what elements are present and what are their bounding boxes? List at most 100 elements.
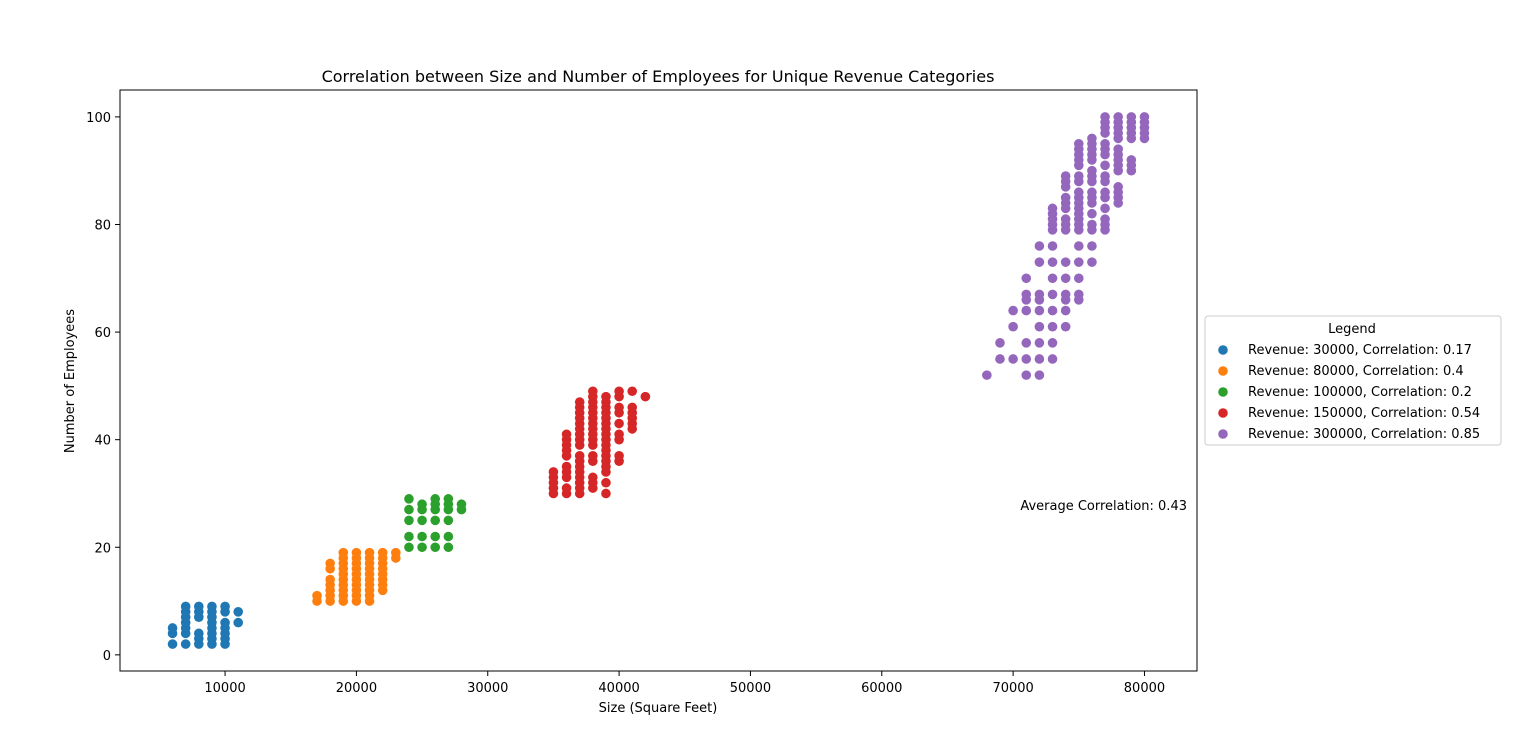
legend-marker: [1218, 429, 1228, 439]
scatter-point: [220, 601, 230, 612]
x-axis-label: Size (Square Feet): [599, 701, 718, 716]
scatter-point: [167, 639, 178, 649]
y-tick-label: 80: [94, 218, 111, 233]
x-axis-ticks: 10000 20000 30000 40000 50000 60000 70000 80000: [204, 671, 1165, 696]
scatter-point: [312, 590, 322, 601]
scatter-point: [194, 628, 204, 639]
scatter-point: [404, 531, 414, 542]
scatter-point: [588, 386, 598, 397]
scatter-point: [1073, 257, 1084, 267]
scatter-point: [1060, 257, 1071, 267]
scatter-point: [194, 601, 204, 612]
scatter-point: [995, 338, 1005, 348]
scatter-point: [325, 574, 335, 585]
scatter-point: [430, 542, 441, 553]
scatter-point: [1113, 144, 1123, 154]
scatter-point: [443, 542, 454, 553]
scatter-point: [417, 515, 427, 526]
scatter-point: [614, 402, 624, 413]
scatter-point: [404, 504, 414, 515]
scatter-point: [1060, 192, 1071, 203]
scatter-point: [1034, 321, 1045, 332]
scatter-point: [601, 477, 611, 488]
legend-entries: Revenue: 30000, Correlation: 0.17 Revenue…: [1218, 343, 1480, 442]
scatter-point: [1034, 241, 1045, 251]
legend-label: Revenue: 30000, Correlation: 0.17: [1248, 343, 1472, 358]
scatter-point: [640, 391, 651, 402]
x-tick-label: 60000: [861, 681, 902, 696]
scatter-point: [1021, 338, 1032, 348]
scatter-point: [627, 386, 638, 397]
scatter-point: [417, 542, 427, 553]
scatter-point: [351, 547, 362, 558]
scatter-point: [1087, 208, 1097, 219]
series-4-points: [548, 386, 651, 499]
scatter-point: [1047, 289, 1058, 300]
scatter-point: [404, 542, 414, 553]
scatter-point: [1034, 370, 1045, 380]
scatter-point: [1008, 354, 1018, 364]
scatter-point: [1047, 203, 1058, 214]
legend-entry: Revenue: 80000, Correlation: 0.4: [1218, 364, 1464, 379]
scatter-point: [1060, 321, 1071, 332]
scatter-point: [430, 515, 441, 526]
scatter-point: [1100, 171, 1110, 181]
scatter-point: [1047, 305, 1058, 316]
scatter-point: [1034, 289, 1045, 300]
scatter-point: [1073, 187, 1084, 198]
scatter-point: [233, 607, 244, 617]
legend-marker: [1218, 408, 1228, 418]
scatter-point: [1047, 321, 1058, 332]
scatter-point: [1087, 219, 1097, 230]
scatter-point: [1100, 112, 1110, 122]
scatter-point: [430, 494, 441, 504]
scatter-point: [1021, 289, 1032, 300]
scatter-point: [167, 623, 178, 633]
average-correlation-annotation: Average Correlation: 0.43: [1020, 499, 1187, 514]
scatter-point: [995, 354, 1005, 364]
scatter-point: [561, 461, 572, 472]
y-tick-label: 60: [94, 326, 111, 341]
scatter-point: [1034, 305, 1045, 316]
scatter-point: [1021, 370, 1032, 380]
scatter-point: [1060, 171, 1071, 181]
scatter-point: [1126, 112, 1137, 122]
scatter-point: [1047, 273, 1058, 284]
scatter-point: [404, 494, 414, 504]
scatter-point: [574, 397, 585, 407]
scatter-point: [443, 515, 454, 526]
legend-marker: [1218, 366, 1228, 376]
scatter-point: [614, 429, 624, 440]
scatter-point: [1047, 354, 1058, 364]
scatter-point: [1008, 305, 1018, 316]
scatter-point: [1021, 305, 1032, 316]
scatter-point: [561, 429, 572, 440]
legend: Legend Revenue: 30000, Correlation: 0.17…: [1204, 315, 1502, 446]
scatter-point: [588, 451, 598, 461]
legend-label: Revenue: 80000, Correlation: 0.4: [1248, 364, 1464, 379]
scatter-point: [325, 558, 335, 569]
scatter-point: [443, 494, 454, 504]
scatter-point: [1034, 338, 1045, 348]
scatter-point: [1047, 338, 1058, 348]
scatter-point: [443, 531, 454, 542]
series-3-points: [404, 494, 467, 553]
scatter-point: [1087, 165, 1097, 176]
scatter-point: [1060, 273, 1071, 284]
x-tick-label: 10000: [204, 681, 245, 696]
x-tick-label: 50000: [730, 681, 771, 696]
scatter-point: [1073, 273, 1084, 284]
scatter-point: [377, 547, 388, 558]
scatter-point: [614, 386, 624, 397]
legend-entry: Revenue: 100000, Correlation: 0.2: [1218, 385, 1472, 400]
scatter-point: [1021, 354, 1032, 364]
legend-label: Revenue: 300000, Correlation: 0.85: [1248, 427, 1480, 442]
x-tick-label: 70000: [992, 681, 1033, 696]
scatter-point: [1034, 257, 1045, 267]
scatter-point: [1100, 138, 1110, 149]
scatter-point: [1073, 241, 1084, 251]
scatter-point: [364, 547, 375, 558]
x-tick-label: 80000: [1124, 681, 1165, 696]
